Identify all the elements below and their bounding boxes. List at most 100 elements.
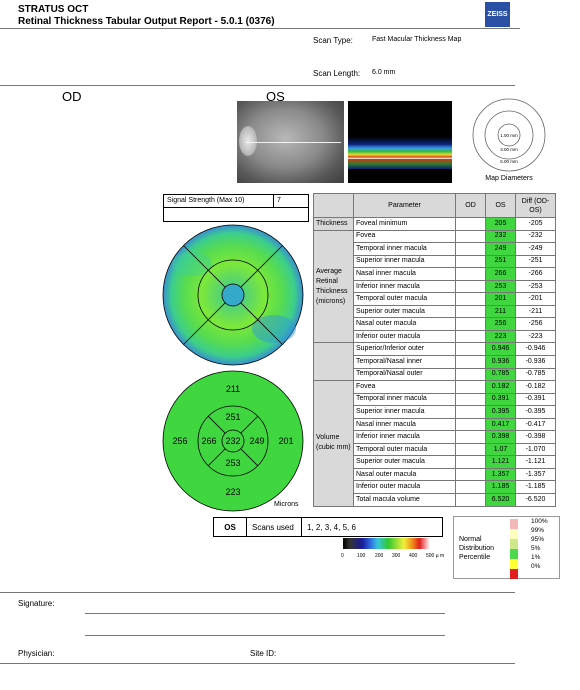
parameter-cell: Superior outer macula [353, 455, 456, 469]
bscan-inner-layer [348, 137, 452, 145]
legend-levels: 100% 99% 95% 5% 1% 0% [531, 517, 548, 571]
os-value-cell: 211 [485, 304, 516, 319]
table-row: Temporal inner macula 0.391 -0.391 [314, 392, 556, 407]
scan-info-divider [0, 85, 515, 86]
os-value-cell: 0.398 [485, 430, 516, 444]
diff-value-cell: -6.520 [515, 493, 556, 507]
legend-swatch-99-100 [510, 519, 518, 529]
parameter-cell: Temporal outer macula [353, 292, 456, 306]
od-value-cell [455, 380, 486, 394]
table-row: Superior outer macula 211 -211 [314, 304, 556, 319]
diff-value-cell: -0.391 [515, 392, 556, 407]
sector-thickness-map: 211 251 256 266 232 249 201 253 223 [162, 370, 304, 512]
parameter-cell: Total macula volume [353, 493, 456, 507]
table-row: Inferior outer macula 1.185 -1.185 [314, 480, 556, 495]
header-divider [0, 28, 520, 29]
outer-temporal-value: 256 [172, 436, 187, 446]
scan-type-value: Fast Macular Thickness Map [372, 36, 462, 43]
od-value-cell [455, 254, 486, 269]
od-value-cell [455, 480, 486, 495]
od-value-cell [455, 405, 486, 419]
od-value-cell [455, 367, 486, 382]
diff-value-cell: -201 [515, 292, 556, 306]
site-id-label: Site ID: [250, 649, 277, 658]
os-value-cell: 0.395 [485, 405, 516, 419]
diff-value-cell: -232 [515, 229, 556, 244]
parameter-cell: Temporal inner macula [353, 392, 456, 407]
od-value-cell [455, 342, 486, 356]
diff-value-cell: -0.395 [515, 405, 556, 419]
table-row: Temporal/Nasal outer 0.785 -0.785 [314, 367, 556, 382]
legend-swatch-0-1 [510, 569, 518, 579]
parameter-cell: Inferior inner macula [353, 430, 456, 444]
diff-value-cell: -205 [515, 217, 556, 231]
parameter-cell: Nasal outer macula [353, 467, 456, 482]
microns-label: Microns [274, 501, 299, 508]
os-value-cell: 0.391 [485, 392, 516, 407]
diff-value-cell: -211 [515, 304, 556, 319]
od-value-cell [455, 242, 486, 256]
color-bar-ticks: 0 100 200 300 400 500 µ m [338, 553, 448, 563]
scans-used-box: OS Scans used 1, 2, 3, 4, 5, 6 [213, 517, 443, 537]
tick-0: 0 [341, 553, 344, 559]
zeiss-logo: ZEISS [485, 2, 510, 27]
diameter-1mm-label: 1.00 mm [500, 133, 518, 138]
od-value-cell [455, 292, 486, 306]
os-value-cell: 223 [485, 329, 516, 344]
os-value-cell: 1.357 [485, 467, 516, 482]
od-value-cell [455, 304, 486, 319]
header-parameter: Parameter [353, 193, 456, 218]
diameter-3mm-label: 3.00 mm [500, 147, 518, 152]
percentile-legend: Normal Distribution Percentile 100% 99% … [453, 516, 560, 579]
diff-value-cell: -251 [515, 254, 556, 269]
os-eye-label: OS [266, 89, 285, 104]
legend-level: 0% [531, 563, 541, 570]
table-body: Thickness Foveal minimum 205 -205 Average Re… [313, 217, 556, 507]
parameter-cell: Temporal/Nasal outer [353, 367, 456, 382]
os-value-cell: 256 [485, 317, 516, 331]
diff-value-cell: -249 [515, 242, 556, 256]
table-row: Volume (cubic mm) Fovea 0.182 -0.182 [313, 380, 556, 507]
os-value-cell: 205 [485, 217, 516, 231]
od-value-cell [455, 329, 486, 344]
od-value-cell [455, 217, 486, 231]
od-value-cell [455, 279, 486, 294]
parameter-cell: Inferior outer macula [353, 480, 456, 495]
diff-value-cell: -253 [515, 279, 556, 294]
fundus-image [237, 101, 344, 183]
table-row: Nasal inner macula 0.417 -0.417 [314, 417, 556, 432]
parameter-table: Parameter OD OS Diff (OD-OS) Thickness Fo… [313, 193, 556, 507]
scan-type-label: Scan Type: [313, 36, 353, 45]
bscan-retina-band [348, 145, 452, 159]
diff-value-cell: -0.182 [515, 380, 556, 394]
parameter-cell: Nasal inner macula [353, 417, 456, 432]
map-diameters-caption: Map Diameters [485, 175, 533, 182]
os-value-cell: 253 [485, 279, 516, 294]
parameter-cell: Inferior inner macula [353, 279, 456, 294]
os-value-cell: 1.121 [485, 455, 516, 469]
inner-inferior-value: 253 [225, 458, 240, 468]
od-value-cell [455, 467, 486, 482]
parameter-cell: Superior inner macula [353, 405, 456, 419]
inner-superior-value: 251 [225, 412, 240, 422]
table-row: Nasal outer macula 256 -256 [314, 317, 556, 331]
od-eye-label: OD [62, 89, 82, 104]
table-row: Inferior outer macula 223 -223 [314, 329, 556, 344]
tick-300: 300 [392, 553, 401, 559]
os-value-cell: 1.07 [485, 442, 516, 457]
signal-strength-value: 7 [277, 197, 281, 204]
diff-value-cell: -1.121 [515, 455, 556, 469]
table-row: Superior inner macula 251 -251 [314, 254, 556, 269]
parameter-cell: Nasal inner macula [353, 267, 456, 281]
thickness-color-bar [343, 538, 430, 549]
legend-swatch-1-5 [510, 559, 518, 569]
od-value-cell [455, 355, 486, 369]
group-label: Volume (cubic mm) [313, 380, 354, 507]
os-value-cell: 266 [485, 267, 516, 281]
od-value-cell [455, 229, 486, 244]
scans-used-label: Scans used [247, 518, 302, 536]
physician-label: Physician: [18, 649, 55, 658]
od-value-cell [455, 430, 486, 444]
diff-value-cell: -0.936 [515, 355, 556, 369]
outer-inferior-value: 223 [225, 487, 240, 497]
